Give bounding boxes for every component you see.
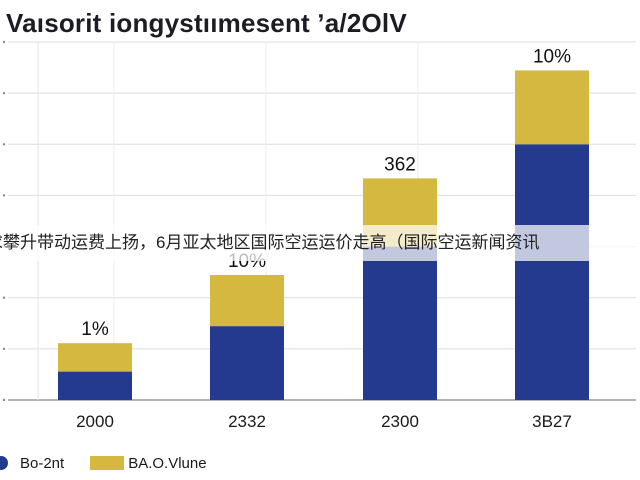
chart-title: Vaısorit iongystıımesent ʼa/2OlV: [6, 8, 407, 38]
legend-label: BA.O.Vlune: [128, 454, 207, 472]
data-label: 1%: [81, 319, 109, 340]
legend-swatch-rect: [90, 456, 125, 470]
y-tick-mark: [2, 347, 6, 351]
legend-item-series-1: Bo-2nt: [0, 455, 64, 472]
bar-segment: [363, 246, 437, 400]
y-tick-mark: [2, 296, 6, 299]
bar-segment: [58, 371, 132, 400]
bar-segment: [515, 70, 589, 145]
bar-layer: [58, 70, 589, 400]
legend-swatch-circle: [0, 456, 8, 470]
legend-label: Bo-2nt: [20, 454, 65, 472]
bar-segment: [515, 144, 589, 400]
data-label: 10%: [533, 46, 571, 67]
x-tick-label: 3B27: [532, 412, 572, 431]
bar-segment: [210, 274, 284, 327]
legend: Bo-2nt BA.O.Vlune: [0, 452, 233, 474]
legend-item-series-2: BA.O.Vlune: [90, 454, 207, 472]
y-tick-mark: [2, 194, 6, 197]
data-label: 362: [384, 154, 416, 175]
y-tick-mark: [2, 398, 6, 402]
y-tick-mark: [2, 40, 6, 44]
bar-segment: [58, 343, 132, 372]
x-tick-label: 2300: [381, 412, 419, 431]
overlay-banner: 求攀升带动运费上扬，6月亚太地区国际空运运价走高（国际空运新闻资讯: [0, 225, 640, 261]
x-tick-label: 2000: [76, 412, 114, 431]
y-tick-mark: [2, 91, 6, 95]
x-tick-label: 2332: [228, 412, 266, 431]
y-tick-mark: [2, 143, 6, 146]
bar-segment: [210, 326, 284, 400]
